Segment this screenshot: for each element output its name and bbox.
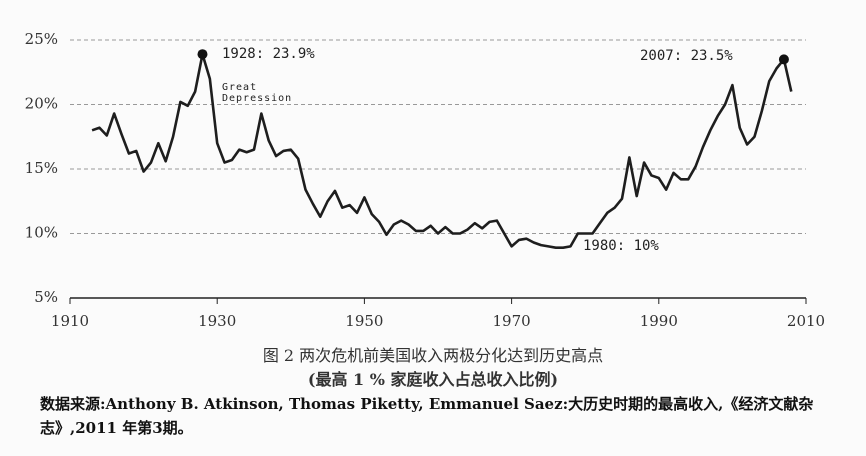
annotation: 2007: 23.5% [640,48,733,64]
caption: 图 2 两次危机前美国收入两极分化达到历史高点 [262,346,604,365]
x-tick-label: 1970 [493,312,531,330]
y-tick-label: 10% [25,224,58,242]
x-tick-label: 1910 [51,312,89,330]
x-tick-label: 1930 [198,312,236,330]
annotation: 1928: 23.9% [222,46,315,62]
source: 数据来源:Anthony B. Atkinson, Thomas Piketty… [40,395,814,437]
y-tick-label: 15% [25,159,58,177]
line [91,52,793,249]
annotation: Great Depression [222,82,293,104]
chart: 5% 10% 15% 20% 25% 1910 1930 1950 1970 1990 2010 [25,30,825,330]
x-tick-label: 1950 [345,312,383,330]
y-tick-label: 20% [25,95,58,113]
x-tick-label: 2010 [787,312,825,330]
x-tick-label: 1990 [640,312,678,330]
y-tick-label: 5% [34,288,58,306]
y-tick-label: 25% [25,30,58,48]
peak-marker [197,49,208,60]
annotation: 1980: 10% [583,238,659,254]
subtitle: (最高 1 % 家庭收入占总收入比例) [307,370,559,389]
peak-marker [778,54,789,65]
